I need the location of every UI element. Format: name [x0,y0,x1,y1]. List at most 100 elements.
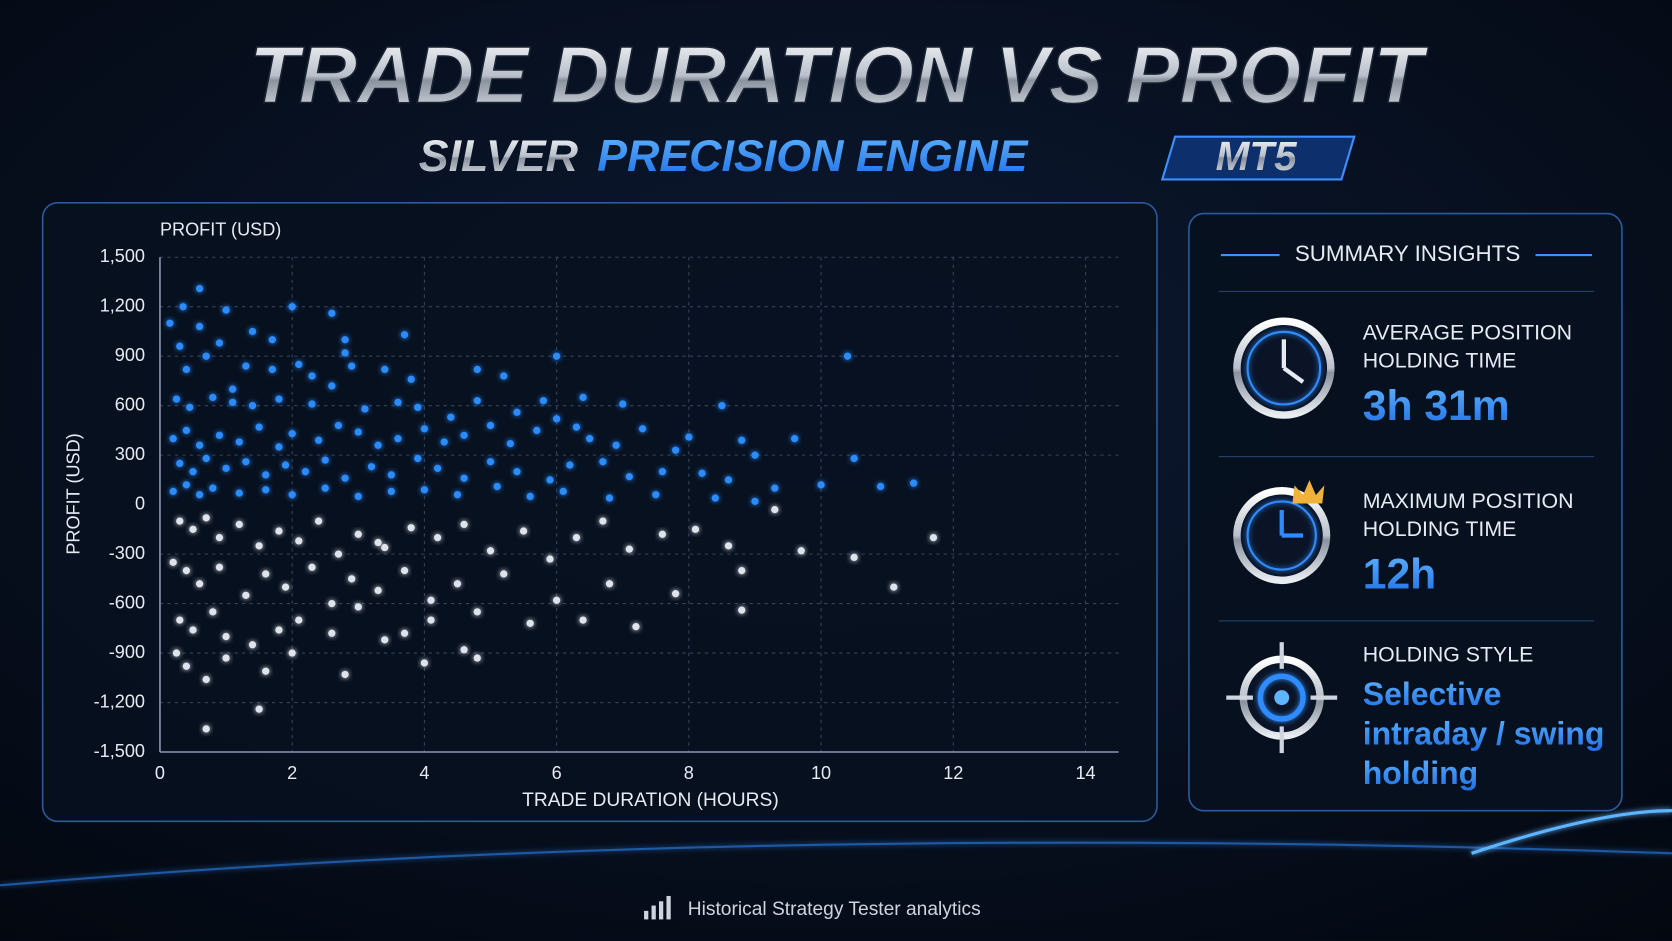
subtitle-blue: PRECISION ENGINE [597,131,1028,181]
point [275,443,283,451]
y-axis-title-top: PROFIT (USD) [160,219,281,239]
point [453,580,462,588]
clock-icon [1233,317,1335,419]
point [473,397,481,405]
y-tick-label: -300 [109,543,145,563]
point [374,538,382,547]
point [850,553,858,562]
point [262,471,270,479]
point [275,527,283,535]
point [328,382,336,390]
point [400,629,409,637]
point [533,426,541,435]
point [400,331,409,339]
point [172,395,181,403]
point [295,616,303,624]
point [354,530,362,538]
point [599,458,607,466]
point [381,365,389,374]
insight-label: HOLDING STYLE [1363,643,1534,667]
insight-value: intraday / swing [1363,715,1605,751]
point [348,575,356,583]
point [248,641,257,649]
point [751,451,759,459]
x-tick-label: 12 [943,763,963,783]
point [652,491,660,499]
point [182,481,191,489]
point [625,545,633,553]
point [559,487,567,496]
point [182,365,191,374]
point [215,339,224,347]
point [566,461,574,469]
point [414,454,422,463]
point [718,402,726,410]
point [671,590,680,598]
point [248,327,257,336]
point [334,421,343,430]
point [367,463,376,471]
point [341,349,349,357]
point [929,533,938,542]
point [605,580,614,588]
point [308,563,316,571]
summary-items: AVERAGE POSITION HOLDING TIME 3h 31m MAXIMU… [1363,321,1605,791]
clock-crown-icon [1233,480,1331,585]
point [255,423,263,431]
point [791,435,799,443]
point [625,472,633,481]
y-tick-label: -1,200 [94,691,145,711]
x-axis-title: TRADE DURATION (HOURS) [522,790,779,811]
point [738,606,746,614]
point [321,484,329,492]
point [420,659,429,667]
point [354,428,362,436]
point [843,352,852,360]
point [262,486,270,494]
point [229,398,237,406]
point [513,408,521,416]
point [486,547,495,555]
plot: 1,500 1,200 900 600 300 0 -300 -600 -900 -1,200 -1… [94,246,1119,783]
insight-label: HOLDING TIME [1363,517,1517,541]
point [215,431,224,439]
point [169,558,177,566]
title: TRADE DURATION VS PROFIT [249,31,1429,121]
point [288,303,296,311]
point [255,542,263,550]
point [552,352,561,360]
point [599,517,607,525]
y-tick-label: 0 [135,493,145,513]
point [619,400,627,408]
point [314,436,323,444]
y-tick-label: 1,500 [100,246,145,266]
badge: MT5 [1216,133,1297,179]
point [195,580,204,588]
point [374,441,382,449]
point [387,487,395,496]
point [172,649,181,657]
point [698,469,706,477]
x-tick-label: 2 [287,763,297,783]
point [242,458,250,466]
point [222,632,230,641]
point [248,402,257,410]
point [235,489,243,497]
point [394,435,402,443]
point [182,662,191,670]
point [460,520,468,529]
decor-arc [1471,809,1672,855]
point [513,468,521,476]
point [314,517,323,525]
point [262,570,270,578]
x-tick-label: 10 [811,763,831,783]
point [738,436,746,444]
point [182,426,191,435]
insight-value: holding [1363,755,1478,791]
point [890,583,898,591]
point [268,336,276,344]
point [506,439,514,448]
point [288,491,296,499]
point [387,471,395,479]
point [179,303,187,311]
